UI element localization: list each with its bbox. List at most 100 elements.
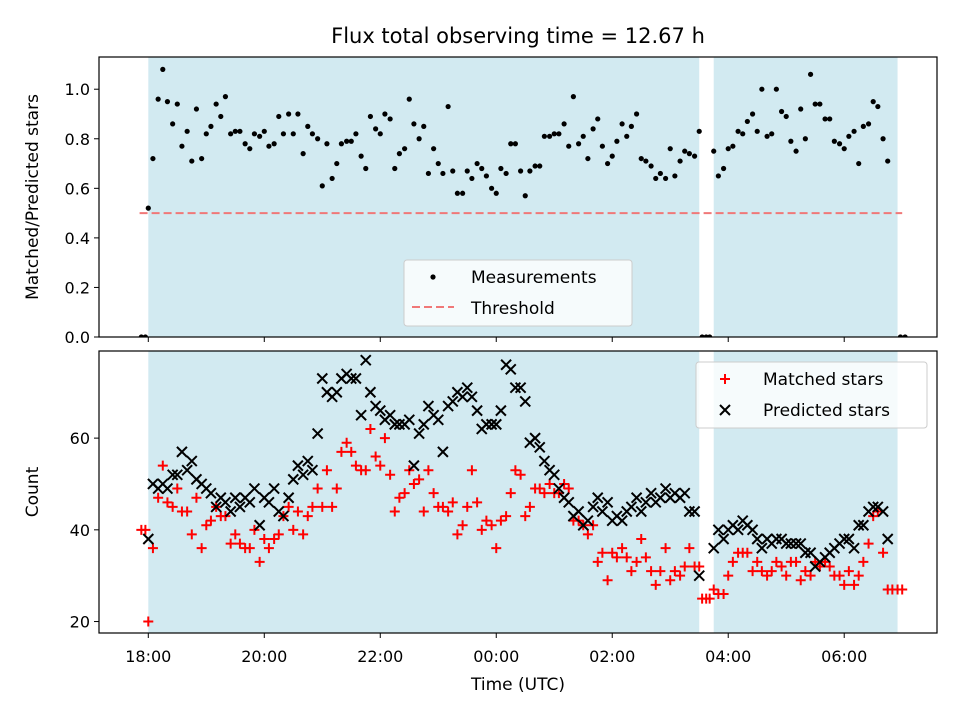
data-point: [538, 455, 551, 467]
data-point: [699, 334, 705, 337]
data-point: [863, 538, 874, 549]
data-point: [665, 575, 676, 586]
data-point: [476, 524, 487, 535]
data-point: [160, 66, 166, 72]
data-point: [551, 131, 557, 137]
data-point: [145, 205, 151, 211]
x-tick-label: 18:00: [125, 647, 171, 666]
data-point: [599, 143, 605, 149]
data-point: [191, 492, 202, 503]
data-point: [485, 418, 498, 431]
data-point: [503, 170, 509, 177]
data-point: [385, 469, 396, 480]
data-point: [379, 433, 390, 444]
data-point: [234, 501, 246, 513]
data-point: [541, 133, 547, 139]
data-point: [466, 465, 477, 476]
data-point: [474, 160, 480, 167]
data-point: [269, 534, 280, 544]
data-point: [720, 165, 727, 172]
y-tick-label: 1.0: [65, 80, 90, 99]
data-point: [795, 537, 807, 550]
data-point: [694, 561, 705, 572]
data-point: [462, 501, 473, 512]
bottom-panel: 20 40 60 18:00 20:00 22:00 00:00 02:00 04:00 06:0…: [23, 350, 938, 695]
data-point: [625, 501, 638, 513]
data-point: [403, 414, 415, 426]
data-point: [650, 579, 661, 590]
data-point: [418, 418, 430, 431]
data-point: [522, 193, 528, 199]
data-point: [617, 543, 628, 554]
data-point: [529, 432, 541, 444]
data-point: [205, 515, 216, 526]
data-point: [253, 519, 266, 531]
data-point: [508, 141, 514, 147]
data-point: [675, 570, 686, 581]
legend-label: Threshold: [470, 299, 555, 319]
data-point: [897, 334, 904, 337]
data-point: [324, 141, 330, 147]
data-point: [225, 538, 236, 549]
data-point: [230, 529, 241, 540]
data-point: [363, 165, 369, 172]
data-point: [312, 483, 323, 494]
data-point: [316, 372, 328, 385]
data-point: [717, 533, 730, 545]
data-point: [635, 505, 647, 518]
y-tick-label: 20: [70, 613, 90, 632]
data-point: [382, 111, 388, 117]
data-point: [897, 584, 908, 595]
data-point: [186, 455, 198, 467]
data-point: [479, 165, 485, 172]
y-tick-label: 60: [70, 429, 90, 448]
data-point: [607, 547, 618, 558]
data-point: [781, 570, 792, 581]
data-point: [437, 446, 449, 458]
data-point: [219, 496, 232, 509]
data-point: [628, 123, 634, 129]
data-point: [585, 155, 591, 162]
legend-marker-measurements: [430, 274, 436, 280]
data-point: [365, 423, 376, 434]
data-point: [421, 123, 427, 129]
data-point: [548, 469, 560, 481]
data-point: [867, 501, 879, 513]
data-point: [587, 501, 599, 513]
data-point: [315, 136, 321, 142]
data-point: [331, 483, 342, 494]
data-point: [257, 133, 263, 139]
data-point: [672, 173, 678, 179]
data-point: [804, 547, 817, 559]
data-point: [696, 128, 702, 134]
data-point: [454, 190, 460, 196]
data-point: [746, 524, 759, 536]
data-point: [469, 175, 475, 182]
data-point: [693, 569, 705, 582]
data-point: [495, 515, 506, 526]
data-point: [730, 143, 736, 149]
data-point: [708, 584, 719, 595]
data-point: [778, 108, 785, 115]
data-point: [626, 566, 637, 577]
data-point: [749, 111, 756, 117]
data-point: [182, 506, 193, 517]
data-point: [319, 183, 325, 189]
data-point: [805, 570, 816, 581]
data-point: [501, 511, 512, 522]
data-point: [744, 118, 750, 125]
data-point: [242, 141, 248, 147]
data-point: [646, 566, 657, 577]
data-point: [595, 116, 601, 122]
y-tick-label: 40: [70, 521, 90, 540]
data-point: [576, 141, 582, 147]
data-point: [601, 496, 614, 509]
data-point: [515, 469, 526, 480]
data-point: [309, 131, 316, 137]
data-point: [491, 543, 502, 554]
x-tick-label: 02:00: [589, 647, 635, 666]
data-point: [418, 506, 429, 517]
data-point: [655, 566, 666, 577]
data-point: [902, 334, 908, 337]
data-point: [857, 519, 870, 531]
